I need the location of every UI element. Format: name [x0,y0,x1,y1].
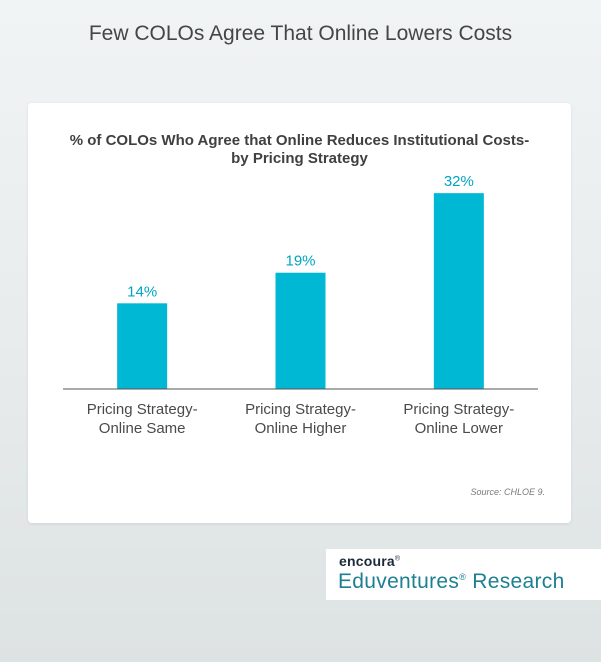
data-label-3: 32% [444,173,474,190]
data-label-2: 19% [285,253,315,270]
labels-group: 14% Pricing Strategy- Online Same 19% Pricin… [87,173,515,437]
page-title: Few COLOs Agree That Online Lowers Costs [88,22,513,45]
category-label-3-line-2: Online Lower [415,420,503,437]
chart-card: % of COLOs Who Agree that Online Reduces… [28,103,571,523]
chart-title-line-2: by Pricing Strategy [231,150,368,167]
source-note: Source: CHLOE 9. [470,487,545,497]
brand-product: Eduventures® Research [338,570,565,593]
brand-logo: encoura® Eduventures® Research [326,549,601,600]
chart-title: % of COLOs Who Agree that Online Reduces… [28,132,571,168]
category-label-3-line-1: Pricing Strategy- [403,401,514,418]
brand-company: encoura® [339,553,401,569]
bar-chart: 14% Pricing Strategy- Online Same 19% Pricin… [63,173,538,437]
category-label-2-line-2: Online Higher [255,420,347,437]
bar-3 [433,193,484,389]
bars-group [117,193,484,389]
category-label-2-line-1: Pricing Strategy- [245,401,356,418]
chart-title-line-1: % of COLOs Who Agree that Online Reduces… [69,132,530,149]
bar-2 [275,272,326,389]
category-label-1-line-2: Online Same [99,420,186,437]
data-label-1: 14% [127,283,157,300]
bar-1 [117,303,168,389]
category-label-1-line-1: Pricing Strategy- [87,401,198,418]
